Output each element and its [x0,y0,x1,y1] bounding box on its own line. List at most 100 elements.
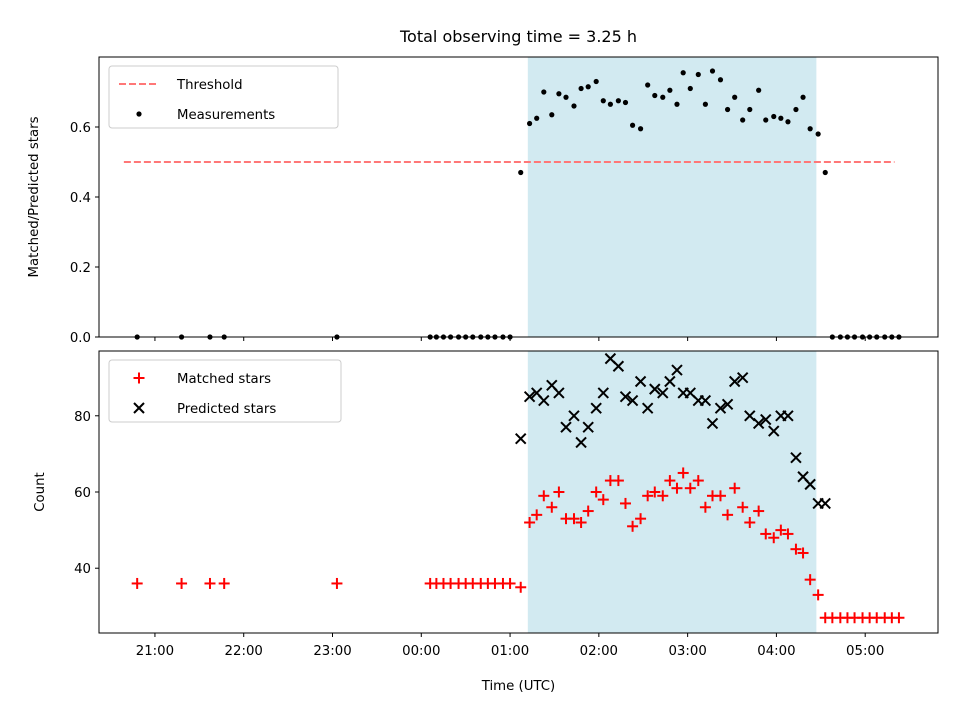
bottom-y-axis-label: Count [33,472,48,512]
legend-label: Matched stars [177,372,271,387]
data-point [619,497,631,509]
y-tick-label: 40 [74,562,91,577]
data-point [721,398,734,411]
data-point [176,577,188,589]
x-tick-label: 04:00 [757,644,795,659]
data-point [553,486,565,498]
data-point [578,85,584,92]
data-point [612,475,624,487]
data-point [671,482,683,494]
data-point [797,547,809,559]
bottom-panel: 40 60 80 21:00 22:00 23:00 00:00 01:00 02:00 03:0… [74,350,939,659]
legend-label: Threshold [176,78,243,93]
data-point [515,432,527,445]
data-point [652,92,658,99]
x-tick-label: 03:00 [668,644,706,659]
data-point [699,501,711,513]
data-point [747,106,753,113]
data-point [204,577,216,589]
data-point [807,126,813,132]
data-point [763,117,769,123]
y-tick-label: 0.0 [70,331,91,346]
data-point [714,402,727,414]
data-point [804,478,816,491]
data-point [634,375,647,388]
data-point [218,577,230,589]
data-point [541,89,547,95]
data-point [635,513,647,525]
x-tick-label: 01:00 [491,644,529,659]
legend-box [108,359,342,423]
data-point [768,425,780,437]
legend-swatch [133,402,145,414]
data-point [706,417,719,430]
data-point [571,103,577,109]
data-point [674,101,680,107]
data-point [664,475,676,487]
data-point [549,112,555,118]
data-point [775,524,787,536]
data-point [582,421,594,433]
data-point [768,532,780,544]
y-tick-label: 80 [74,410,91,425]
data-point [687,85,693,92]
legend-box [108,65,339,129]
data-point [518,169,524,176]
data-point [790,451,802,464]
data-point [556,91,562,97]
data-point [736,371,749,384]
y-tick-label: 0.6 [70,121,91,136]
data-point [677,467,689,479]
data-point [744,516,756,528]
data-point [607,101,613,107]
data-point [619,391,632,403]
data-point [515,581,527,593]
data-point [523,391,536,403]
data-point [695,71,701,78]
x-axis-label: Time (UTC) [481,679,556,694]
data-point [778,115,784,121]
data-point [785,119,791,125]
legend: Matched stars Predicted stars [108,359,342,423]
top-y-axis-label: Matched/Predicted stars [27,116,42,277]
data-point [753,505,765,517]
data-point [538,490,550,502]
data-point [724,106,731,113]
data-point [815,131,821,137]
data-point [538,394,550,407]
data-point [531,509,543,521]
data-point [893,612,905,624]
data-point [667,87,673,93]
data-point [699,394,712,407]
legend-label: Measurements [177,108,275,123]
data-point [524,516,536,528]
chart-title: Total observing time = 3.25 h [399,27,637,46]
data-point [771,113,777,120]
data-point [597,494,609,506]
legend-swatch [133,372,145,384]
data-point [760,528,772,540]
data-point [804,574,816,586]
data-point [756,87,762,93]
data-point [714,490,726,502]
data-point [593,78,599,85]
legend-label: Predicted stars [177,402,276,417]
data-point [760,413,772,426]
data-point [622,99,629,106]
data-point [728,375,741,388]
x-tick-label: 00:00 [402,644,440,659]
data-point [590,486,602,498]
data-point [732,94,738,100]
data-point [642,490,654,502]
data-point [626,394,639,407]
data-point [717,77,724,83]
data-point [590,402,602,414]
data-point [546,501,558,513]
data-point [575,516,587,528]
data-point [526,120,533,127]
observing-interval-shade [527,57,817,337]
data-point [534,115,540,121]
data-point [822,169,828,176]
data-point [800,94,806,100]
data-point [331,577,343,589]
